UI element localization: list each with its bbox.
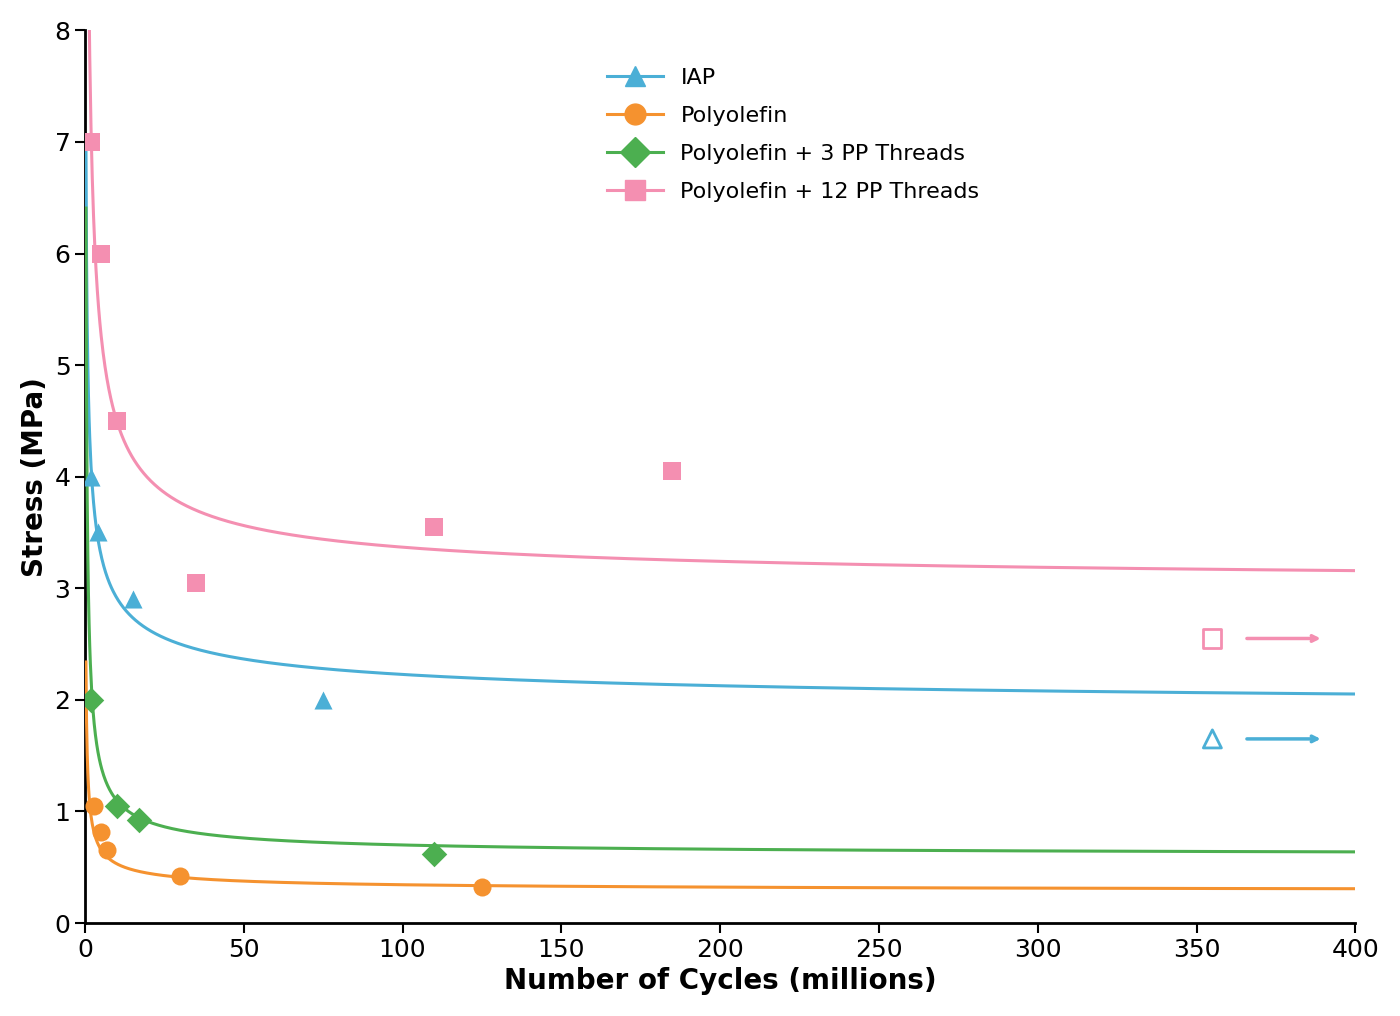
Point [185,575,207,591]
X-axis label: Number of Cycles (millions): Number of Cycles (millions) [504,967,937,995]
Point [312,692,335,708]
Point [87,524,109,541]
Point [1201,630,1224,646]
Point [105,412,127,429]
Y-axis label: Stress (MPa): Stress (MPa) [21,377,49,577]
Point [423,519,445,535]
Point [80,468,102,485]
Point [80,134,102,150]
Point [83,798,105,814]
Point [90,246,112,262]
Point [470,879,493,895]
Point [1201,731,1224,747]
Point [97,842,119,859]
Point [423,845,445,862]
Legend: IAP, Polyolefin, Polyolefin + 3 PP Threads, Polyolefin + 12 PP Threads: IAP, Polyolefin, Polyolefin + 3 PP Threa… [598,59,988,210]
Point [127,812,150,828]
Point [105,798,127,814]
Point [169,868,192,884]
Point [661,463,683,480]
Point [90,823,112,839]
Point [122,591,144,608]
Point [80,692,102,708]
